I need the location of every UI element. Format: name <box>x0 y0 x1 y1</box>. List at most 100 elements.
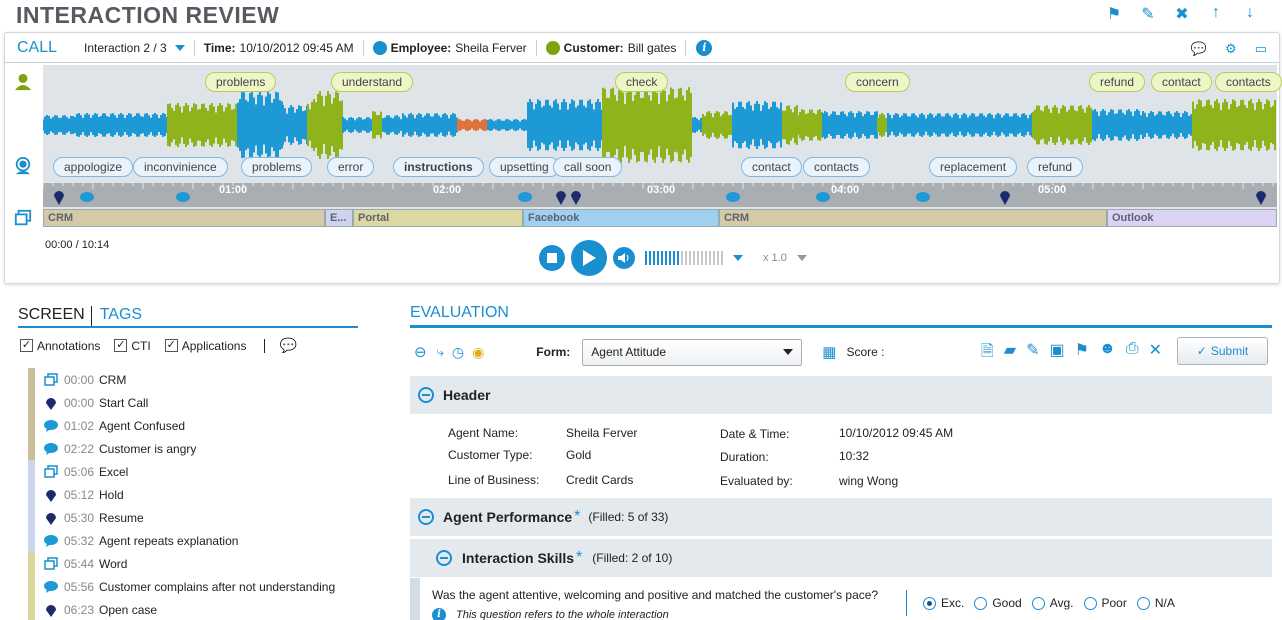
radio-button[interactable] <box>1031 596 1045 610</box>
users-icon[interactable]: ☻ <box>1098 340 1116 357</box>
section-interaction-skills[interactable]: Interaction Skills * (Filled: 2 of 10) <box>410 539 1272 577</box>
info-icon[interactable]: i <box>696 39 713 56</box>
filter-annotations[interactable]: ✓ Annotations <box>20 339 100 353</box>
timeline-bar[interactable]: 01:00 02:00 03:00 04:00 05:00 <box>42 183 1277 207</box>
filter-applications[interactable]: ✓ Applications <box>164 339 246 353</box>
app-segment-crm[interactable]: CRM <box>43 209 325 227</box>
play-button[interactable] <box>571 240 607 276</box>
tab-screen[interactable]: SCREEN <box>18 306 92 326</box>
applications-checkbox[interactable]: ✓ <box>164 339 178 352</box>
radio-button[interactable] <box>1136 596 1150 610</box>
remove-icon[interactable]: ✖ <box>1175 6 1189 23</box>
app-segment-e[interactable]: E... <box>325 209 353 227</box>
app-segment-outlook[interactable]: Outlook <box>1107 209 1277 227</box>
alert-icon[interactable]: ◉ <box>472 343 485 360</box>
tag-bubble-contact[interactable]: contact <box>1151 72 1212 92</box>
comment-icon[interactable] <box>518 192 532 202</box>
comment-icon[interactable] <box>816 192 830 202</box>
pin-icon[interactable] <box>1256 191 1266 205</box>
tag-list-item[interactable]: 05:56 Customer complains after not unders… <box>28 575 358 598</box>
collapse-icon[interactable] <box>418 387 434 403</box>
tag-list-item[interactable]: 00:00 Start Call <box>28 391 358 414</box>
comment-icon[interactable]: 💬 <box>1190 41 1208 56</box>
minimize-icon[interactable]: ▭ <box>1254 41 1267 56</box>
tag-list-item[interactable]: 05:06 Excel <box>28 460 358 483</box>
edit-icon[interactable]: ✎ <box>1141 6 1155 23</box>
collapse-all-icon[interactable]: ⊖ <box>414 344 427 361</box>
tag-list-item[interactable]: 05:12 Hold <box>28 483 358 506</box>
tag-bubble-concern[interactable]: concern <box>845 72 910 92</box>
tab-tags[interactable]: TAGS <box>99 306 143 323</box>
folder-icon[interactable]: ▰ <box>1003 342 1017 359</box>
radio-button[interactable] <box>974 596 988 610</box>
section-agent-performance[interactable]: Agent Performance * (Filled: 5 of 33) <box>410 498 1272 536</box>
tag-bubble-instructions[interactable]: instructions <box>393 157 484 177</box>
rating-option-avg[interactable]: Avg. <box>1031 590 1074 616</box>
tag-bubble-check[interactable]: check <box>615 72 669 92</box>
comment-icon[interactable] <box>916 192 930 202</box>
tag-bubble-contacts[interactable]: contacts <box>803 157 870 177</box>
volume-dropdown-icon[interactable] <box>733 255 743 261</box>
flag-icon[interactable]: ⚑ <box>1106 6 1122 23</box>
filter-cti[interactable]: ✓ CTI <box>114 339 151 353</box>
radio-button[interactable] <box>923 596 936 610</box>
pencil-icon[interactable]: ✎ <box>1026 342 1040 359</box>
tag-bubble-contacts[interactable]: contacts <box>1215 72 1282 92</box>
app-segment-portal[interactable]: Portal <box>353 209 523 227</box>
clock-icon[interactable]: ◷ <box>451 343 465 360</box>
pin-icon[interactable] <box>1000 191 1010 205</box>
interaction-skills-header[interactable]: Interaction Skills * (Filled: 2 of 10) <box>430 539 1272 577</box>
tag-bubble-refund[interactable]: refund <box>1089 72 1146 92</box>
speed-dropdown-icon[interactable] <box>796 255 807 261</box>
comment-icon[interactable] <box>726 192 740 202</box>
rating-option-good[interactable]: Good <box>974 590 1022 616</box>
form-select[interactable]: Agent Attitude <box>582 338 803 366</box>
comment-icon[interactable] <box>176 192 190 202</box>
chevron-down-icon[interactable] <box>174 44 185 51</box>
rating-option-poor[interactable]: Poor <box>1083 590 1127 616</box>
tag-list-item[interactable]: 05:30 Resume <box>28 506 358 529</box>
submit-button[interactable]: ✓ Submit <box>1177 337 1268 365</box>
tag-bubble-problems[interactable]: problems <box>205 72 277 92</box>
tag-bubble-appologize[interactable]: appologize <box>53 157 134 177</box>
playback-speed[interactable]: x 1.0 <box>763 252 787 264</box>
tag-bubble-error[interactable]: error <box>327 157 375 177</box>
arrow-up-icon[interactable]: ↑ <box>1212 4 1220 21</box>
tag-list-item[interactable]: 01:02 Agent Confused <box>28 414 358 437</box>
hierarchy-icon[interactable]: ⤷ <box>436 344 444 359</box>
app-segment-facebook[interactable]: Facebook <box>523 209 719 227</box>
save-icon[interactable]: ▣ <box>1049 342 1065 359</box>
tag-list-item[interactable]: 02:22 Customer is angry <box>28 437 358 460</box>
pin-icon[interactable] <box>54 191 64 205</box>
interaction-selector[interactable]: Interaction 2 / 3 <box>75 39 195 56</box>
tag-bubble-inconvinience[interactable]: inconvinience <box>133 157 228 177</box>
arrow-down-icon[interactable]: ↓ <box>1246 4 1254 21</box>
rating-option-exc[interactable]: Exc. <box>923 590 964 616</box>
tag-bubble-understand[interactable]: understand <box>331 72 414 92</box>
tag-bubble-upsetting[interactable]: upsetting <box>489 157 560 177</box>
collapse-icon[interactable] <box>436 550 452 566</box>
flag-icon[interactable]: ⚑ <box>1074 342 1089 359</box>
volume-slider[interactable] <box>645 251 723 265</box>
tag-bubble-call-soon[interactable]: call soon <box>553 157 623 177</box>
comment-icon[interactable]: 💬 <box>279 337 297 353</box>
rating-option-na[interactable]: N/A <box>1136 590 1175 616</box>
calculator-icon[interactable]: ▦ <box>822 344 837 361</box>
gear-icon[interactable]: ⚙ <box>1225 41 1237 56</box>
tag-list-item[interactable]: 05:32 Agent repeats explanation <box>28 529 358 552</box>
app-segment-crm[interactable]: CRM <box>719 209 1107 227</box>
tag-bubble-refund[interactable]: refund <box>1027 157 1084 177</box>
cti-checkbox[interactable]: ✓ <box>114 339 128 352</box>
tab-call[interactable]: CALL <box>17 38 58 56</box>
volume-button[interactable] <box>613 247 635 269</box>
document-icon[interactable]: 🗎 <box>980 343 994 360</box>
stop-button[interactable] <box>539 245 565 271</box>
close-icon[interactable]: ✕ <box>1148 342 1162 359</box>
tag-list-item[interactable]: 06:23 Open case <box>28 598 358 620</box>
pin-icon[interactable] <box>571 191 581 205</box>
collapse-icon[interactable] <box>418 509 434 525</box>
section-header[interactable]: Header <box>410 376 1272 414</box>
tag-bubble-replacement[interactable]: replacement <box>929 157 1018 177</box>
print-icon[interactable]: ⎙ <box>1125 340 1139 357</box>
annotations-checkbox[interactable]: ✓ <box>20 339 33 352</box>
